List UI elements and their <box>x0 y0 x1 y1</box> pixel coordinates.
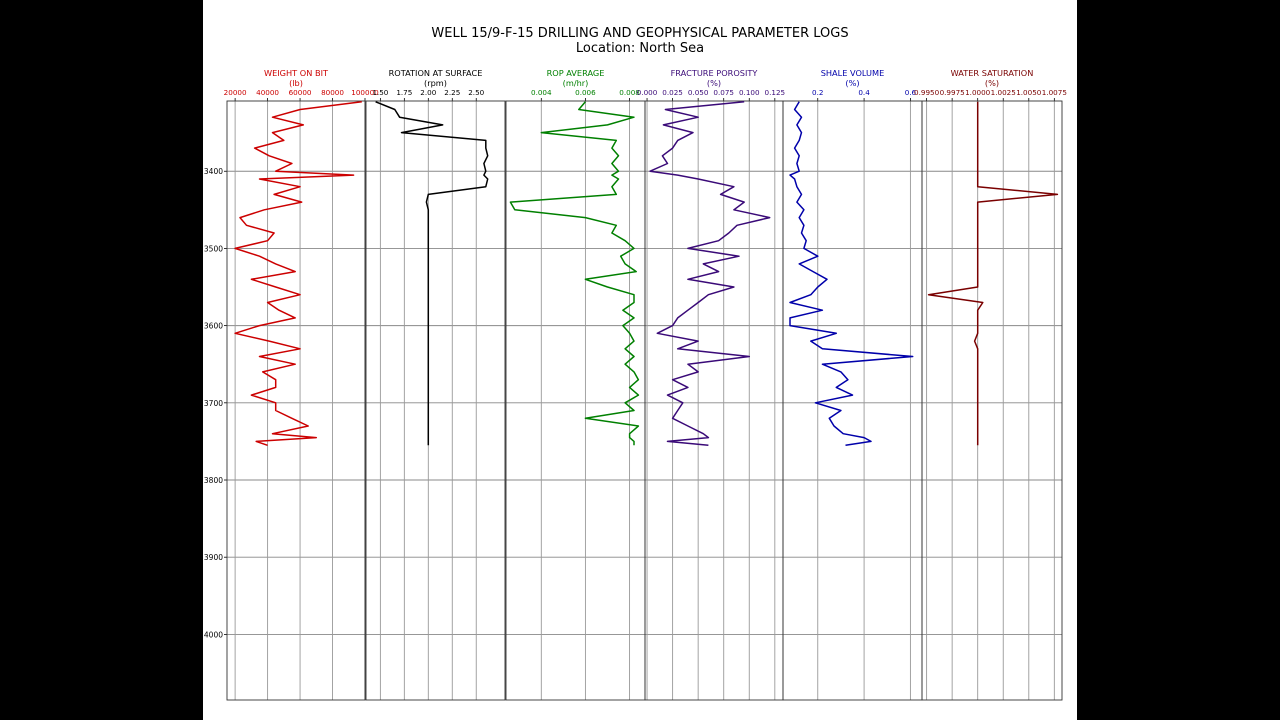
x-tick-label: 0.004 <box>531 88 552 97</box>
x-tick-label: 1.0000 <box>965 88 991 97</box>
track-unit: (rpm) <box>424 78 447 88</box>
x-tick-label: 1.50 <box>372 88 388 97</box>
x-tick-label: 1.75 <box>396 88 412 97</box>
log-track-shale-volume: 0.2 0.4 0.6 SHALE VOLUME(%) <box>782 68 923 701</box>
x-tick-label: 1.0025 <box>991 88 1016 97</box>
x-tick-label: 0.9950 <box>914 88 940 97</box>
log-curve <box>509 101 640 446</box>
x-tick-label: 0.2 <box>812 88 823 97</box>
depth-tick-label: 3800 <box>204 476 223 485</box>
track-frame <box>644 100 784 701</box>
x-tick-label: 20000 <box>224 88 247 97</box>
depth-tick-label: 3600 <box>204 322 223 331</box>
log-curve <box>789 101 914 447</box>
log-tracks-plot: 3400 3500 3600 3700 3800 3900 4000 20000 40000 60… <box>204 68 1067 701</box>
track-frame <box>505 100 646 701</box>
track-unit: (%) <box>707 78 721 88</box>
log-curve <box>375 101 489 446</box>
track-unit: (%) <box>985 78 999 88</box>
well-log-figure: WELL 15/9-F-15 DRILLING AND GEOPHYSICAL … <box>203 0 1077 720</box>
track-frame <box>782 100 923 701</box>
x-tick-label: 0.050 <box>688 88 709 97</box>
x-tick-label: 2.50 <box>468 88 484 97</box>
chart-title: WELL 15/9-F-15 DRILLING AND GEOPHYSICAL … <box>431 26 849 41</box>
track-title: ROP AVERAGE <box>547 68 605 78</box>
chart-subtitle: Location: North Sea <box>575 41 705 56</box>
depth-tick-label: 3900 <box>204 553 223 562</box>
x-tick-label: 2.00 <box>420 88 436 97</box>
log-curve <box>927 101 1059 446</box>
x-tick-label: 0.025 <box>662 88 683 97</box>
track-unit: (lb) <box>289 78 303 88</box>
track-title: ROTATION AT SURFACE <box>389 68 483 78</box>
x-tick-label: 1.0075 <box>1042 88 1067 97</box>
x-tick-label: 0.006 <box>575 88 596 97</box>
track-frame <box>226 100 366 701</box>
log-track-rotation-at-surface: 1.50 1.75 2.00 2.25 2.50 ROTATION AT SURFACE(… <box>365 68 506 701</box>
track-title: SHALE VOLUME <box>821 68 885 78</box>
x-tick-label: 0.000 <box>637 88 658 97</box>
x-tick-label: 0.125 <box>765 88 786 97</box>
log-track-weight-on-bit: 20000 40000 60000 80000 100000 WEIGHT ON BIT(… <box>224 68 379 701</box>
depth-tick-label: 4000 <box>204 630 223 639</box>
depth-tick-label: 3700 <box>204 399 223 408</box>
log-track-water-saturation: 0.9950 0.9975 1.0000 1.0025 1.0050 1.0075 WATE… <box>914 68 1067 701</box>
log-track-rop-average: 0.004 0.006 0.008 ROP AVERAGE(m/hr) <box>505 68 646 701</box>
x-tick-label: 0.4 <box>858 88 870 97</box>
x-tick-label: 0.100 <box>739 88 760 97</box>
track-unit: (m/hr) <box>563 78 589 88</box>
x-tick-label: 1.0050 <box>1016 88 1042 97</box>
log-curve <box>649 101 771 447</box>
x-tick-label: 0.6 <box>905 88 917 97</box>
x-tick-label: 0.9975 <box>940 88 965 97</box>
x-tick-label: 40000 <box>256 88 279 97</box>
x-tick-label: 2.25 <box>444 88 460 97</box>
depth-tick-label: 3500 <box>204 244 223 253</box>
log-track-fracture-porosity: 0.000 0.025 0.050 0.075 0.100 0.125 FRACTURE P… <box>637 68 786 701</box>
x-tick-label: 80000 <box>321 88 344 97</box>
x-tick-label: 60000 <box>289 88 312 97</box>
track-title: FRACTURE POROSITY <box>671 68 759 78</box>
track-unit: (%) <box>845 78 859 88</box>
x-tick-label: 100000 <box>351 88 379 97</box>
x-tick-label: 0.008 <box>619 88 640 97</box>
log-curve <box>234 101 362 447</box>
track-frame <box>921 100 1063 701</box>
x-tick-label: 0.075 <box>713 88 734 97</box>
track-title: WEIGHT ON BIT <box>264 68 329 78</box>
depth-tick-label: 3400 <box>204 167 223 176</box>
track-frame <box>365 100 506 701</box>
track-title: WATER SATURATION <box>951 68 1034 78</box>
